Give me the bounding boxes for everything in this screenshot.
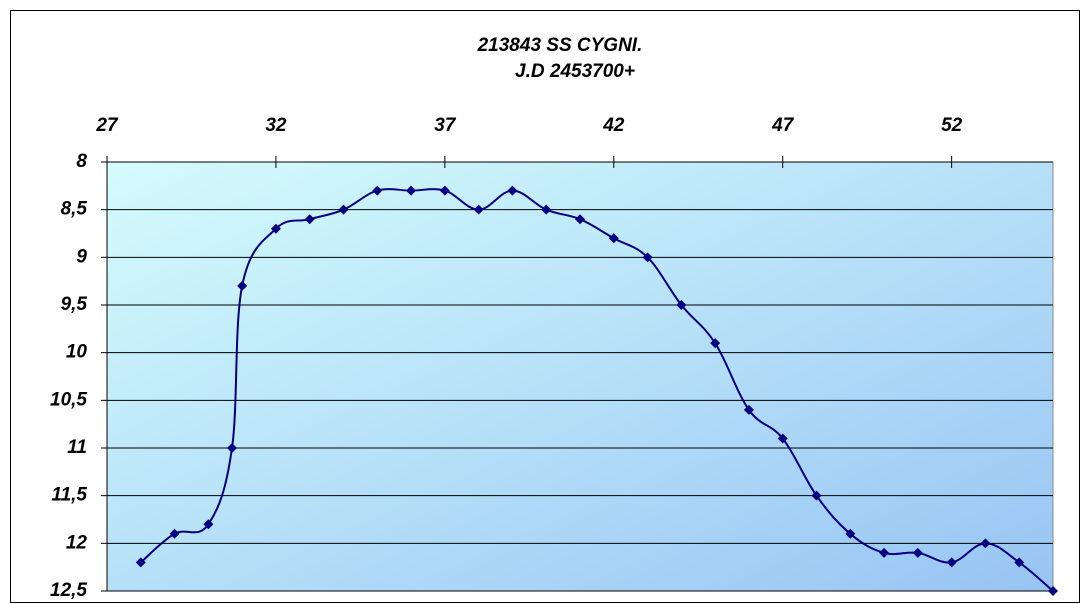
data-point: [541, 204, 552, 215]
data-point: [1014, 557, 1025, 568]
data-point: [270, 223, 281, 234]
plot-area: [106, 161, 1054, 592]
data-point: [676, 300, 687, 310]
y-tick-label: 9: [76, 246, 87, 267]
y-tick-label: 12,5: [50, 580, 87, 601]
y-tick-label: 11,5: [51, 485, 87, 506]
data-point: [473, 204, 484, 215]
x-tick-label: 27: [95, 115, 119, 136]
data-point: [169, 528, 180, 539]
y-tick-label: 9,5: [61, 294, 88, 315]
data-point: [912, 547, 923, 558]
data-point: [777, 433, 788, 444]
data-point: [439, 185, 450, 196]
x-tick-label: 47: [771, 115, 795, 136]
x-tick-label: 52: [941, 115, 963, 136]
data-point: [946, 557, 957, 568]
x-tick-label: 32: [265, 115, 287, 136]
data-point: [642, 252, 653, 263]
data-point: [811, 490, 822, 501]
data-point: [237, 280, 248, 291]
data-point: [980, 538, 991, 549]
y-tick-label: 10,5: [50, 389, 87, 410]
data-point: [608, 233, 619, 244]
data-point: [1048, 586, 1058, 596]
x-tick-label: 37: [434, 115, 457, 136]
data-point: [575, 214, 585, 225]
data-point: [304, 214, 315, 225]
y-tick-label: 10: [66, 342, 88, 363]
data-point: [338, 204, 349, 215]
data-point: [879, 547, 890, 558]
y-tick-label: 8: [76, 151, 87, 172]
y-tick-label: 8,5: [61, 199, 88, 220]
chart-title: 213843 SS CYGNI.: [477, 35, 643, 56]
chart-subtitle: J.D 2453700+: [515, 61, 635, 82]
data-point: [135, 557, 146, 568]
data-point: [227, 443, 238, 453]
data-point: [372, 185, 383, 196]
data-point: [507, 185, 518, 196]
y-tick-label: 12: [66, 532, 88, 553]
data-point: [203, 519, 214, 530]
data-point: [710, 338, 721, 349]
data-point: [406, 185, 417, 196]
data-point: [743, 404, 754, 415]
x-tick-label: 42: [602, 115, 625, 136]
y-tick-label: 11: [67, 437, 87, 458]
data-point: [845, 528, 856, 539]
